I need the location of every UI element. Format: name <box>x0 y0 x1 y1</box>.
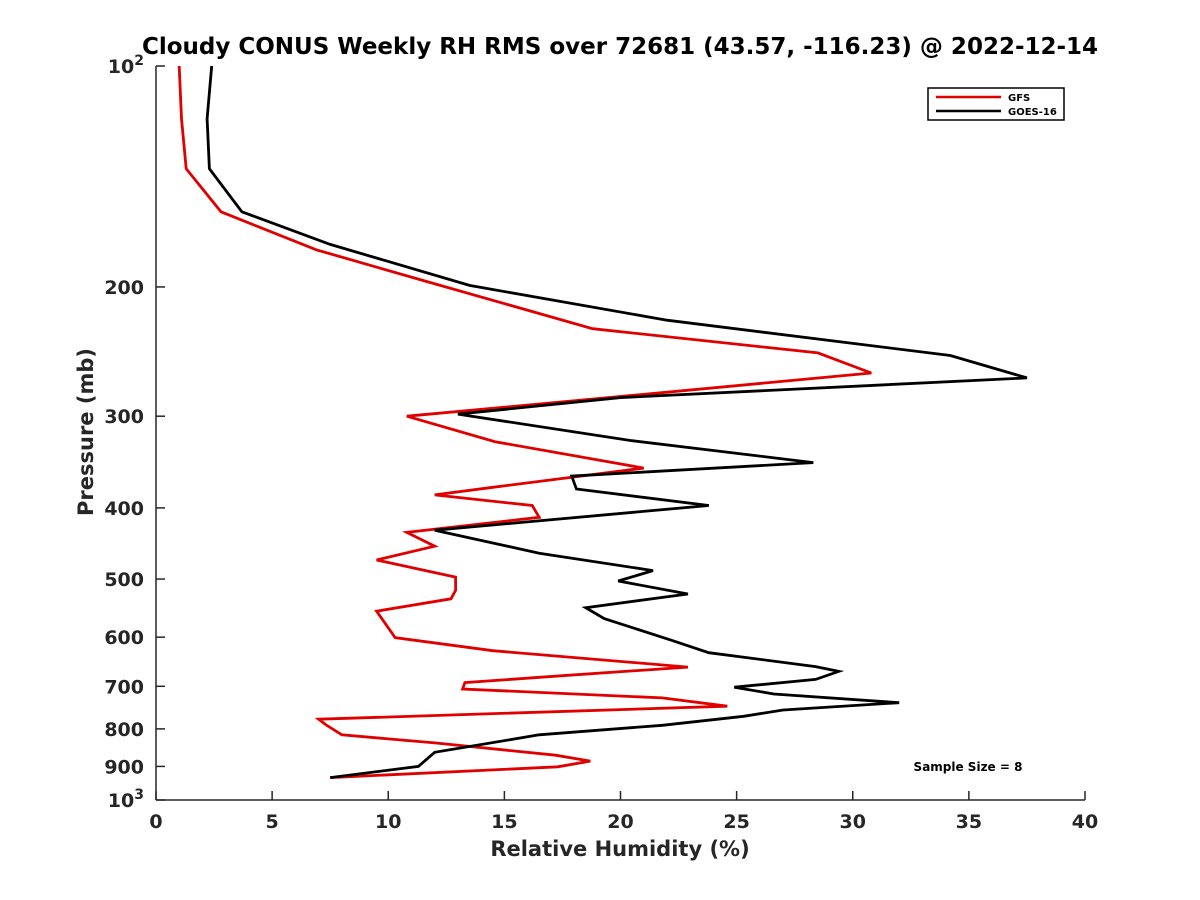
legend-box <box>927 87 1065 121</box>
series-line-gfs <box>177 65 872 779</box>
legend: GFS GOES-16 <box>927 87 1065 121</box>
y-tick-label: 400 <box>104 498 144 520</box>
x-tick-label: 25 <box>723 811 749 833</box>
legend-label-goes-16: GOES-16 <box>1008 107 1057 118</box>
x-tick-label: 20 <box>607 811 633 833</box>
x-tick-label: 40 <box>1072 811 1098 833</box>
axes-layer: 0 5 10 15 20 25 30 35 40 102 200 300 400 500 600 700 800… <box>104 53 1098 833</box>
y-tick-label: 102 <box>108 53 144 78</box>
x-axis-label: Relative Humidity (%) <box>490 837 749 861</box>
x-tick-label: 5 <box>266 811 279 833</box>
y-tick-label: 600 <box>104 627 144 649</box>
chart-title: Cloudy CONUS Weekly RH RMS over 72681 (4… <box>142 34 1098 60</box>
y-tick-label: 900 <box>104 756 144 778</box>
x-tick-label: 35 <box>956 811 982 833</box>
y-tick-label: 300 <box>104 406 144 428</box>
y-tick-label: 800 <box>104 719 144 741</box>
legend-label-gfs: GFS <box>1008 93 1030 104</box>
x-tick-label: 10 <box>375 811 401 833</box>
sample-size-annotation: Sample Size = 8 <box>914 760 1023 774</box>
y-tick-label: 200 <box>104 277 144 299</box>
series-line-goes-16 <box>205 65 1028 779</box>
y-tick-label: 500 <box>104 569 144 591</box>
y-tick-label: 103 <box>108 787 144 812</box>
x-tick-label: 15 <box>491 811 517 833</box>
y-axis-label: Pressure (mb) <box>74 348 98 516</box>
series-layer <box>177 65 1028 779</box>
x-tick-label: 30 <box>840 811 866 833</box>
x-tick-label: 0 <box>149 811 162 833</box>
y-tick-label: 700 <box>104 676 144 698</box>
